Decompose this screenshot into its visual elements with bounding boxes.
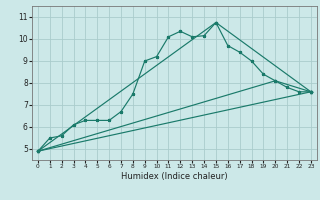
X-axis label: Humidex (Indice chaleur): Humidex (Indice chaleur): [121, 172, 228, 181]
